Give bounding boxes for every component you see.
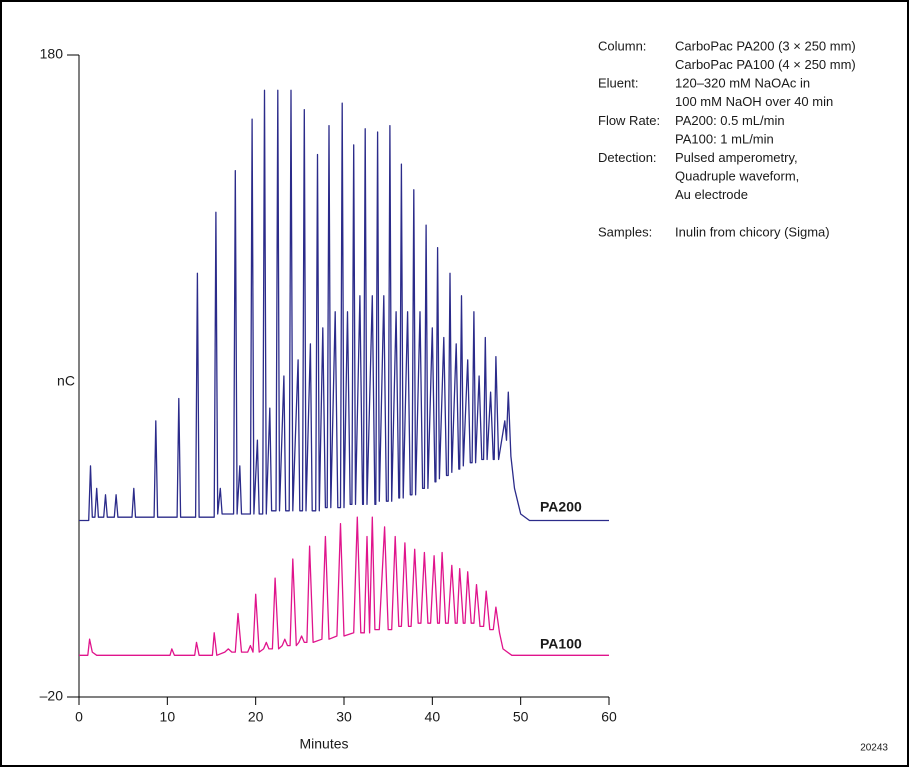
x-tick-label: 30 [336, 709, 352, 725]
x-tick-label: 40 [425, 709, 441, 725]
x-axis-label: Minutes [299, 736, 348, 752]
x-tick-label: 0 [75, 709, 83, 725]
annotation-text: Quadruple waveform, [675, 169, 799, 184]
trace [79, 516, 609, 656]
annotation-text: 100 mM NaOH over 40 min [675, 94, 833, 109]
annotation-text: CarboPac PA100 (4 × 250 mm) [675, 57, 856, 72]
y-tick-label: 180 [40, 46, 64, 62]
trace [79, 89, 609, 522]
annotation-text: CarboPac PA200 (3 × 250 mm) [675, 38, 856, 53]
annotation-text: Pulsed amperometry, [675, 150, 798, 165]
annotation-label: Detection: [598, 150, 657, 165]
y-tick-label: –20 [40, 688, 64, 704]
x-tick-label: 10 [160, 709, 176, 725]
series-label: PA200 [540, 499, 582, 515]
annotation-text: Au electrode [675, 187, 748, 202]
annotation-text: 120–320 mM NaOAc in [675, 76, 810, 91]
annotation-text: PA100: 1 mL/min [675, 131, 774, 146]
annotation-label: Eluent: [598, 76, 638, 91]
x-tick-label: 60 [601, 709, 617, 725]
annotation-label: Column: [598, 38, 646, 53]
annotation-label: Samples: [598, 224, 652, 239]
series-label: PA100 [540, 636, 582, 652]
figure-code: 20243 [860, 743, 888, 754]
x-tick-label: 50 [513, 709, 529, 725]
annotation-text: Inulin from chicory (Sigma) [675, 224, 830, 239]
annotation-label: Flow Rate: [598, 113, 660, 128]
annotation-text: PA200: 0.5 mL/min [675, 113, 785, 128]
y-axis-label: nC [57, 373, 75, 389]
x-tick-label: 20 [248, 709, 264, 725]
